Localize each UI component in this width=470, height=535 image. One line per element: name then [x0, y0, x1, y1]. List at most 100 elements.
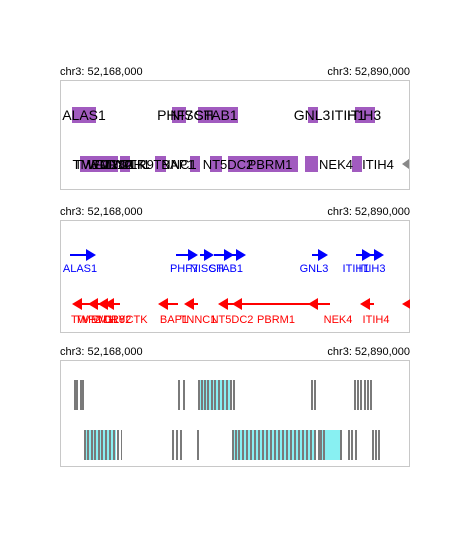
exon-bar [113, 430, 115, 460]
gene-label: TMEM110 [73, 157, 132, 172]
exon-bar [87, 430, 89, 460]
gene-arrowhead[interactable] [104, 298, 114, 310]
gene-label: TWF2 [71, 314, 101, 326]
coordinate-end-label: chr3: 52,890,000 [327, 206, 410, 218]
offscreen-arrowhead [402, 159, 409, 169]
gene-box[interactable] [305, 156, 318, 172]
coordinate-start-label: chr3: 52,168,000 [60, 206, 143, 218]
gene-arrowhead[interactable] [236, 249, 246, 261]
exon-bar [211, 380, 213, 410]
exon-bar [364, 380, 366, 410]
coordinate-start-label: chr3: 52,168,000 [60, 66, 143, 78]
exon-bar [84, 430, 86, 460]
gene-arrowhead[interactable] [218, 298, 228, 310]
gene-arrowhead[interactable] [188, 249, 198, 261]
exon-bar [262, 430, 264, 460]
exon-bar [378, 430, 380, 460]
gene-arrowhead[interactable] [88, 298, 98, 310]
gene-label: TLR9 [122, 157, 154, 172]
gene-label: NT5DC2 [203, 157, 254, 172]
gene-label: PBRM1 [248, 157, 293, 172]
gene-box[interactable] [210, 156, 222, 172]
gene-label: GLYCTK [94, 157, 145, 172]
gene-label: GNL3 [300, 263, 329, 275]
exon-bar [94, 430, 96, 460]
exon-bar [323, 430, 325, 460]
panel-3: chr3: 52,168,000 chr3: 52,890,000 [60, 346, 410, 467]
exon-bar [266, 430, 268, 460]
gene-arrowhead[interactable] [402, 298, 412, 310]
gene-box[interactable] [155, 156, 166, 172]
exon-bar [242, 430, 244, 460]
gene-arrowhead[interactable] [374, 249, 384, 261]
coordinate-end-label: chr3: 52,890,000 [327, 346, 410, 358]
exon-bar [101, 430, 103, 460]
exon-bar [340, 430, 342, 460]
exon-bar [367, 380, 369, 410]
gene-arrowhead[interactable] [158, 298, 168, 310]
exon-bar [286, 430, 288, 460]
exon-bar [207, 380, 209, 410]
exon-bar [218, 380, 220, 410]
gene-box[interactable] [308, 107, 318, 123]
exon-bar [180, 430, 182, 460]
gene-arrowhead[interactable] [184, 298, 194, 310]
gene-label: BAP1 [161, 157, 194, 172]
exon-bar [214, 380, 216, 410]
exon-bar [294, 430, 296, 460]
gene-label: ITIH4 [363, 314, 390, 326]
gene-box[interactable] [80, 156, 118, 172]
exon-bar [354, 380, 356, 410]
gene-label: ITIH3 [347, 107, 381, 123]
gene-arrowhead[interactable] [308, 298, 318, 310]
exon-bar [183, 380, 185, 410]
exon-bar [109, 430, 111, 460]
exon-bar [314, 430, 316, 460]
gene-label: WDR82 [93, 314, 132, 326]
gene-box[interactable] [72, 107, 96, 123]
gene-arrowhead[interactable] [98, 298, 108, 310]
gene-arrowhead[interactable] [232, 298, 242, 310]
exon-bar [357, 380, 359, 410]
gene-box[interactable] [172, 107, 186, 123]
gene-arrowhead[interactable] [204, 249, 214, 261]
gene-arrowhead[interactable] [72, 298, 82, 310]
gene-box[interactable] [352, 156, 362, 172]
panel-frame [60, 360, 410, 467]
exon-bar [320, 430, 322, 460]
gene-label: PHF7 [157, 107, 193, 123]
exon-bar [117, 430, 119, 460]
exon-bar [254, 430, 256, 460]
exon-bar [222, 380, 224, 410]
gene-box[interactable] [228, 156, 298, 172]
exon-bar [238, 430, 240, 460]
exon-bar [235, 430, 237, 460]
exon-bar [306, 430, 308, 460]
exon-bar [311, 380, 313, 410]
exon-bar [258, 430, 260, 460]
gene-box[interactable] [198, 107, 238, 123]
coordinate-start-label: chr3: 52,168,000 [60, 346, 143, 358]
exon-bar [351, 430, 353, 460]
exon-bar [105, 430, 107, 460]
gene-box[interactable] [190, 156, 200, 172]
gene-label: BAP1 [160, 314, 188, 326]
gene-arrowhead[interactable] [318, 249, 328, 261]
gene-box[interactable] [355, 107, 375, 123]
exon-bar [348, 430, 350, 460]
exon-bar [98, 430, 100, 460]
exon-structure-panel [74, 380, 380, 460]
exon-bar [278, 430, 280, 460]
gene-box[interactable] [120, 156, 130, 172]
gene-label: TMEM110 [75, 314, 125, 326]
gene-label: DNAH1 [106, 157, 150, 172]
gene-arrowhead[interactable] [360, 298, 370, 310]
gene-label: GLYCTK [104, 314, 148, 326]
exon-bar [318, 430, 320, 460]
gene-arrowhead[interactable] [86, 249, 96, 261]
exon-bar [230, 380, 232, 410]
panel-1: chr3: 52,168,000 chr3: 52,890,000 [60, 66, 410, 190]
exon-bar [360, 380, 362, 410]
